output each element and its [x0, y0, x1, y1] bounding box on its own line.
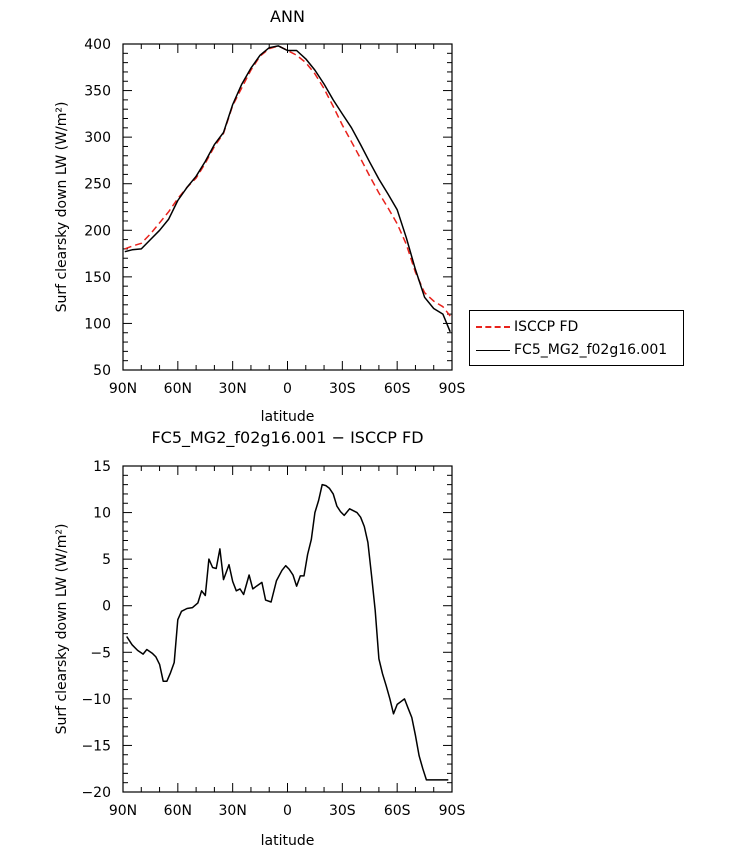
series-line-isccp-fd: [124, 45, 451, 317]
y-tick-label: −20: [81, 785, 111, 801]
x-tick-label: 60N: [164, 381, 192, 397]
x-axis-label: latitude: [261, 833, 315, 849]
y-tick-label: 10: [93, 506, 111, 522]
y-tick-label: 100: [84, 316, 111, 332]
legend-label-isccp: ISCCP FD: [514, 319, 579, 335]
y-tick-label: −5: [90, 645, 111, 661]
y-tick-label: 250: [84, 177, 111, 193]
plot-frame: [122, 43, 453, 371]
x-axis-label: latitude: [261, 409, 315, 425]
y-axis-label: Surf clearsky down LW (W/m²): [54, 524, 70, 735]
plot-frame: [122, 465, 453, 793]
y-axis-label: Surf clearsky down LW (W/m²): [54, 102, 70, 313]
x-tick-label: 60N: [164, 803, 192, 819]
series-line-difference: [126, 483, 449, 781]
top-chart-panel: ANN Surf clearsky down LW (W/m²) latitude 9…: [54, 7, 465, 425]
y-tick-label: 350: [84, 84, 111, 100]
x-tick-label: 30S: [329, 803, 356, 819]
y-tick-label: −15: [81, 738, 111, 754]
x-tick-label: 90S: [439, 803, 466, 819]
legend-label-model: FC5_MG2_f02g16.001: [514, 342, 668, 358]
y-tick-label: 400: [84, 37, 111, 53]
x-tick-label: 30N: [219, 381, 247, 397]
bottom-chart-panel: FC5_MG2_f02g16.001 − ISCCP FD Surf clears…: [54, 428, 465, 849]
legend: ISCCP FD FC5_MG2_f02g16.001: [469, 310, 684, 366]
y-tick-label: 200: [84, 223, 111, 239]
legend-swatch-solid-black: [476, 349, 510, 351]
x-tick-label: 90N: [109, 381, 137, 397]
x-tick-label: 90N: [109, 803, 137, 819]
series-line-fc5-mg2-f02g16-001: [124, 45, 451, 333]
y-tick-label: 0: [102, 599, 111, 615]
legend-item-model: FC5_MG2_f02g16.001: [476, 341, 667, 359]
x-tick-label: 60S: [384, 803, 411, 819]
x-tick-label: 0: [283, 381, 292, 397]
x-tick-label: 30N: [219, 803, 247, 819]
legend-item-isccp: ISCCP FD: [476, 318, 578, 336]
y-tick-label: 150: [84, 270, 111, 286]
x-tick-label: 60S: [384, 381, 411, 397]
y-tick-label: 5: [102, 552, 111, 568]
x-tick-label: 90S: [439, 381, 466, 397]
y-tick-label: 15: [93, 459, 111, 475]
y-tick-label: 50: [93, 363, 111, 379]
chart-title: FC5_MG2_f02g16.001 − ISCCP FD: [151, 428, 423, 448]
y-tick-label: −10: [81, 692, 111, 708]
legend-swatch-dashed-red: [476, 326, 510, 328]
y-tick-label: 300: [84, 130, 111, 146]
x-tick-label: 0: [283, 803, 292, 819]
x-tick-label: 30S: [329, 381, 356, 397]
chart-title: ANN: [270, 7, 305, 26]
